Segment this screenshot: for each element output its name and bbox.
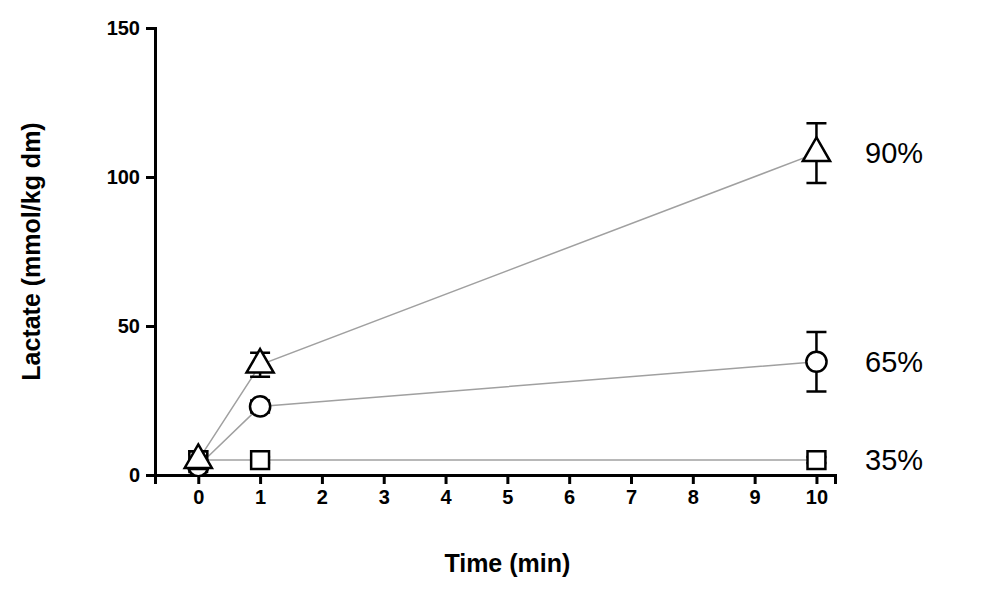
y-tick-label: 50 xyxy=(118,315,140,337)
chart: 012345678910050100150Time (min)Lactate (… xyxy=(0,0,1000,590)
x-tick-label: 7 xyxy=(626,486,637,508)
x-tick: 8 xyxy=(688,475,699,508)
x-tick: 3 xyxy=(379,475,390,508)
series xyxy=(188,451,826,469)
series-group xyxy=(185,123,830,475)
series-label: 35% xyxy=(865,444,923,476)
x-tick: 6 xyxy=(564,475,575,508)
series xyxy=(188,332,826,475)
y-tick: 50 xyxy=(118,315,155,337)
x-tick: 4 xyxy=(440,475,452,508)
x-tick: 10 xyxy=(806,475,828,508)
x-tick: 0 xyxy=(193,475,204,508)
x-tick-mark xyxy=(754,475,757,484)
x-tick: 2 xyxy=(317,475,328,508)
y-tick-label: 100 xyxy=(107,166,140,188)
x-tick-label: 9 xyxy=(750,486,761,508)
marker xyxy=(251,451,269,469)
y-tick-mark xyxy=(146,27,155,30)
y-tick-mark xyxy=(146,176,155,179)
x-tick-label: 3 xyxy=(379,486,390,508)
x-tick-mark xyxy=(383,475,386,484)
marker xyxy=(250,396,270,416)
x-tick-mark xyxy=(506,475,509,484)
error-bar xyxy=(806,332,826,392)
x-tick-label: 0 xyxy=(193,486,204,508)
x-tick-mark xyxy=(197,475,200,484)
y-tick-mark xyxy=(146,474,155,477)
series-labels: 35% 65% 90% xyxy=(865,137,923,476)
y-tick-label: 150 xyxy=(107,17,140,39)
marker xyxy=(808,451,826,469)
x-tick-mark xyxy=(445,475,448,484)
marker xyxy=(803,137,830,161)
x-tick-label: 10 xyxy=(806,486,828,508)
x-axis: 0 1 2 3 4 5 6 7 8 9 10 xyxy=(156,475,836,508)
y-tick: 100 xyxy=(107,166,155,188)
x-axis-title: Time (min) xyxy=(444,549,570,577)
series-label: 65% xyxy=(865,346,923,378)
x-axis-line xyxy=(156,476,836,485)
y-tick: 0 xyxy=(129,464,155,486)
series-label: 90% xyxy=(865,137,923,169)
marker xyxy=(185,444,212,468)
x-tick-label: 5 xyxy=(502,486,513,508)
x-tick: 1 xyxy=(255,475,266,508)
x-tick-mark xyxy=(692,475,695,484)
x-tick-label: 2 xyxy=(317,486,328,508)
x-tick-mark xyxy=(321,475,324,484)
series-line xyxy=(198,362,816,466)
y-tick-mark xyxy=(146,325,155,328)
x-tick: 9 xyxy=(750,475,761,508)
x-tick-label: 6 xyxy=(564,486,575,508)
y-tick: 150 xyxy=(107,17,155,39)
y-tick-label: 0 xyxy=(129,464,140,486)
y-axis-title: Lactate (mmol/kg dm) xyxy=(17,122,45,380)
plot-area: 012345678910050100150 xyxy=(107,17,836,508)
y-axis-line xyxy=(146,29,156,476)
x-tick-label: 1 xyxy=(255,486,266,508)
x-tick-mark xyxy=(568,475,571,484)
x-tick: 7 xyxy=(626,475,637,508)
marker xyxy=(806,352,826,372)
series xyxy=(185,123,830,469)
series-line xyxy=(198,153,816,460)
series-line xyxy=(198,459,816,461)
x-tick-mark xyxy=(630,475,633,484)
x-tick-mark xyxy=(259,475,262,484)
x-tick-label: 8 xyxy=(688,486,699,508)
x-tick-mark xyxy=(815,475,818,484)
x-tick: 5 xyxy=(502,475,513,508)
marker xyxy=(246,349,273,373)
x-tick-label: 4 xyxy=(440,486,452,508)
y-axis: 0 50 100 150 xyxy=(107,17,156,486)
